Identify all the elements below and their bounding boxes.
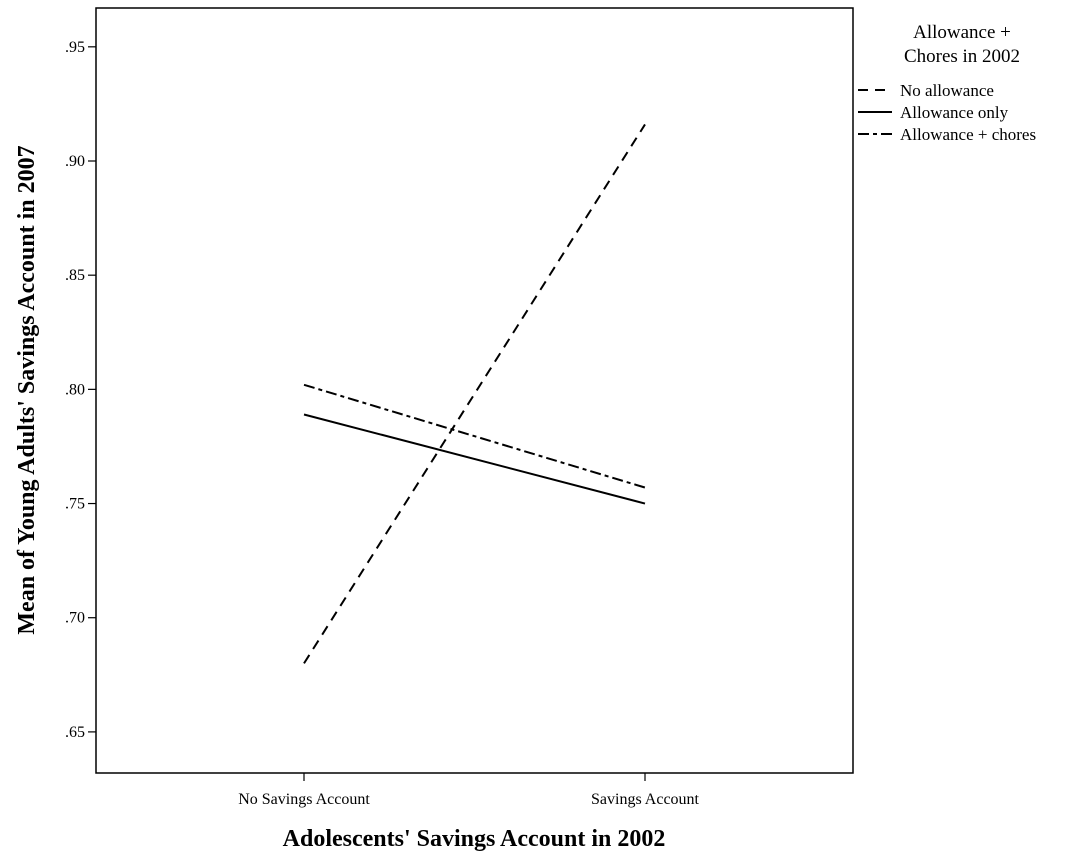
x-tick-label: Savings Account bbox=[591, 791, 700, 808]
legend-label-allowance-chores: Allowance + chores bbox=[900, 125, 1036, 144]
y-tick-label: .95 bbox=[65, 39, 85, 56]
y-tick-label: .90 bbox=[65, 153, 85, 170]
series-line-allowance-chores bbox=[303, 383, 646, 489]
legend-items: No allowance Allowance only Allowance + ch… bbox=[858, 81, 1036, 144]
legend-label-allowance-only: Allowance only bbox=[900, 103, 1009, 122]
x-axis-title: Adolescents' Savings Account in 2002 bbox=[283, 826, 666, 852]
series-line-allowance-only bbox=[303, 413, 646, 505]
x-axis-ticks: No Savings Account Savings Account bbox=[238, 773, 700, 808]
y-tick-label: .80 bbox=[65, 381, 85, 398]
x-tick-label: No Savings Account bbox=[238, 791, 370, 808]
series-line-no-allowance bbox=[303, 123, 646, 664]
legend-title-line-2: Chores in 2002 bbox=[904, 46, 1020, 67]
y-axis-title: Mean of Young Adults' Savings Account in… bbox=[14, 145, 40, 634]
legend-title-line-1: Allowance + bbox=[913, 22, 1011, 43]
plot-frame bbox=[95, 7, 854, 774]
y-tick-label: .65 bbox=[65, 724, 85, 741]
legend: Allowance + Chores in 2002 No allowance A… bbox=[858, 22, 1036, 144]
series-lines bbox=[303, 123, 646, 664]
y-tick-label: .85 bbox=[65, 267, 85, 284]
legend-label-no-allowance: No allowance bbox=[900, 81, 994, 100]
y-tick-label: .70 bbox=[65, 610, 85, 627]
y-tick-label: .75 bbox=[65, 496, 85, 513]
y-axis-ticks: .65 .70 .75 .80 .85 .90 .95 bbox=[65, 39, 96, 741]
